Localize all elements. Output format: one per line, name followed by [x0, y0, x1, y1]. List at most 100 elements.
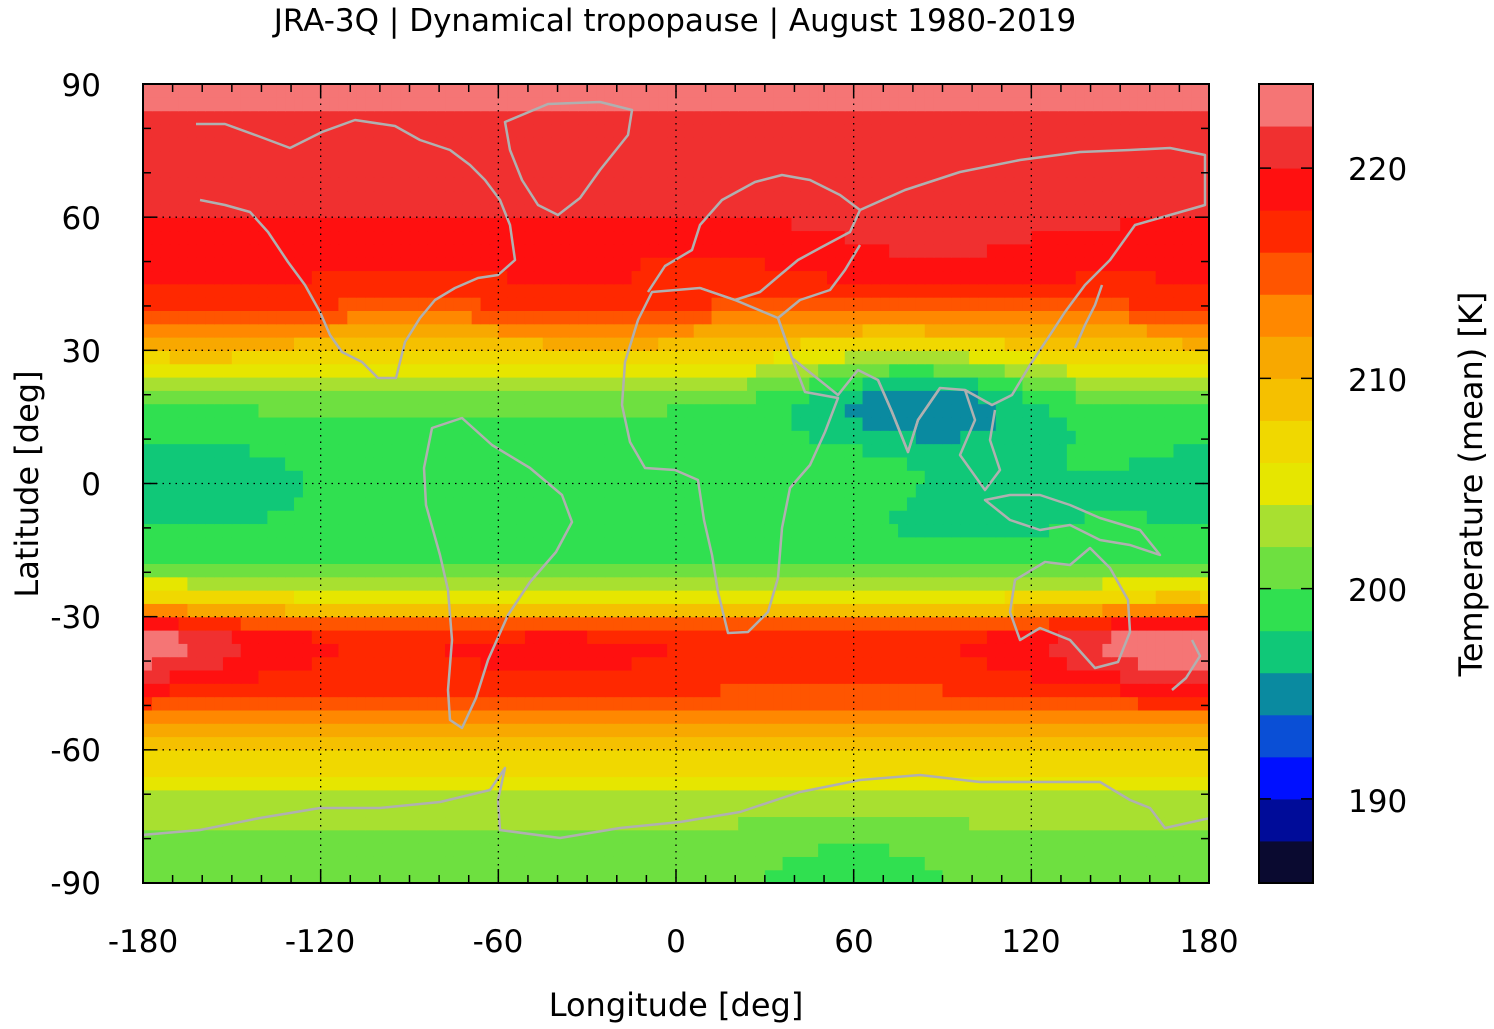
temperature-cell: [693, 456, 704, 471]
temperature-cell: [1102, 563, 1112, 578]
temperature-cell: [143, 350, 153, 365]
temperature-cell: [933, 523, 944, 538]
temperature-cell: [924, 723, 935, 738]
temperature-cell: [1120, 643, 1130, 658]
temperature-cell: [906, 337, 917, 351]
temperature-cell: [800, 869, 810, 883]
temperature-cell: [533, 456, 544, 471]
temperature-cell: [791, 869, 801, 883]
temperature-cell: [604, 483, 615, 498]
temperature-cell: [302, 550, 313, 564]
temperature-cell: [1120, 763, 1130, 778]
temperature-cell: [782, 363, 793, 378]
temperature-cell: [400, 803, 411, 818]
temperature-cell: [1013, 483, 1024, 498]
temperature-cell: [533, 470, 544, 485]
temperature-cell: [1182, 443, 1192, 458]
temperature-cell: [178, 337, 189, 351]
temperature-cell: [1146, 816, 1157, 831]
temperature-cell: [596, 643, 606, 658]
temperature-cell: [240, 683, 251, 698]
temperature-cell: [649, 616, 659, 631]
temperature-cell: [862, 869, 873, 883]
temperature-cell: [755, 709, 766, 724]
temperature-cell: [542, 590, 553, 604]
temperature-cell: [214, 470, 224, 485]
temperature-cell: [302, 616, 313, 631]
temperature-cell: [1155, 829, 1166, 844]
temperature-cell: [684, 603, 695, 618]
temperature-cell: [489, 723, 499, 738]
temperature-cell: [889, 683, 899, 698]
temperature-cell: [498, 696, 508, 711]
temperature-cell: [498, 816, 508, 831]
temperature-cell: [276, 643, 286, 658]
temperature-cell: [365, 656, 375, 671]
temperature-cell: [942, 523, 952, 538]
temperature-cell: [658, 483, 668, 498]
temperature-cell: [604, 403, 615, 418]
temperature-cell: [169, 403, 180, 418]
temperature-cell: [471, 590, 482, 604]
temperature-cell: [1084, 390, 1095, 405]
temperature-cell: [915, 723, 926, 738]
temperature-cell: [169, 709, 180, 724]
temperature-cell: [249, 709, 260, 724]
temperature-cell: [960, 350, 970, 365]
temperature-cell: [827, 816, 837, 831]
temperature-cell: [533, 869, 544, 883]
temperature-cell: [1191, 416, 1201, 431]
temperature-cell: [684, 749, 695, 764]
temperature-cell: [249, 776, 260, 791]
temperature-cell: [578, 483, 588, 498]
temperature-cell: [942, 563, 952, 578]
temperature-cell: [978, 816, 988, 831]
temperature-cell: [1120, 803, 1130, 818]
temperature-cell: [755, 656, 766, 671]
temperature-cell: [640, 656, 650, 671]
temperature-cell: [516, 643, 526, 658]
temperature-cell: [329, 709, 340, 724]
temperature-cell: [986, 350, 997, 365]
temperature-cell: [524, 363, 535, 378]
temperature-cell: [320, 723, 331, 738]
temperature-cell: [862, 483, 873, 498]
temperature-cell: [240, 337, 251, 351]
temperature-cell: [294, 709, 304, 724]
temperature-cell: [1129, 829, 1139, 844]
temperature-cell: [187, 563, 197, 578]
temperature-cell: [462, 869, 473, 883]
temperature-cell: [844, 669, 855, 684]
temperature-cell: [1102, 829, 1112, 844]
temperature-cell: [320, 337, 331, 351]
temperature-cell: [791, 709, 801, 724]
temperature-cell: [347, 869, 357, 883]
temperature-cell: [1004, 669, 1015, 684]
temperature-cell: [960, 550, 970, 564]
temperature-cell: [409, 510, 419, 525]
temperature-cell: [409, 749, 419, 764]
temperature-cell: [711, 789, 722, 804]
temperature-cell: [951, 403, 961, 418]
temperature-cell: [809, 496, 819, 511]
temperature-cell: [524, 803, 535, 818]
temperature-cell: [978, 510, 988, 525]
temperature-cell: [862, 443, 873, 458]
temperature-cell: [409, 496, 419, 511]
temperature-cell: [258, 696, 268, 711]
temperature-cell: [302, 510, 313, 525]
temperature-cell: [436, 456, 446, 471]
temperature-cell: [827, 550, 837, 564]
temperature-cell: [498, 363, 508, 378]
temperature-cell: [249, 749, 260, 764]
temperature-cell: [1031, 736, 1041, 751]
temperature-cell: [631, 869, 642, 883]
temperature-cell: [1004, 550, 1015, 564]
temperature-cell: [827, 403, 837, 418]
temperature-cell: [507, 350, 517, 365]
temperature-cell: [693, 590, 704, 604]
temperature-cell: [551, 683, 562, 698]
temperature-cell: [889, 363, 899, 378]
temperature-cell: [222, 629, 233, 644]
temperature-cell: [960, 403, 970, 418]
